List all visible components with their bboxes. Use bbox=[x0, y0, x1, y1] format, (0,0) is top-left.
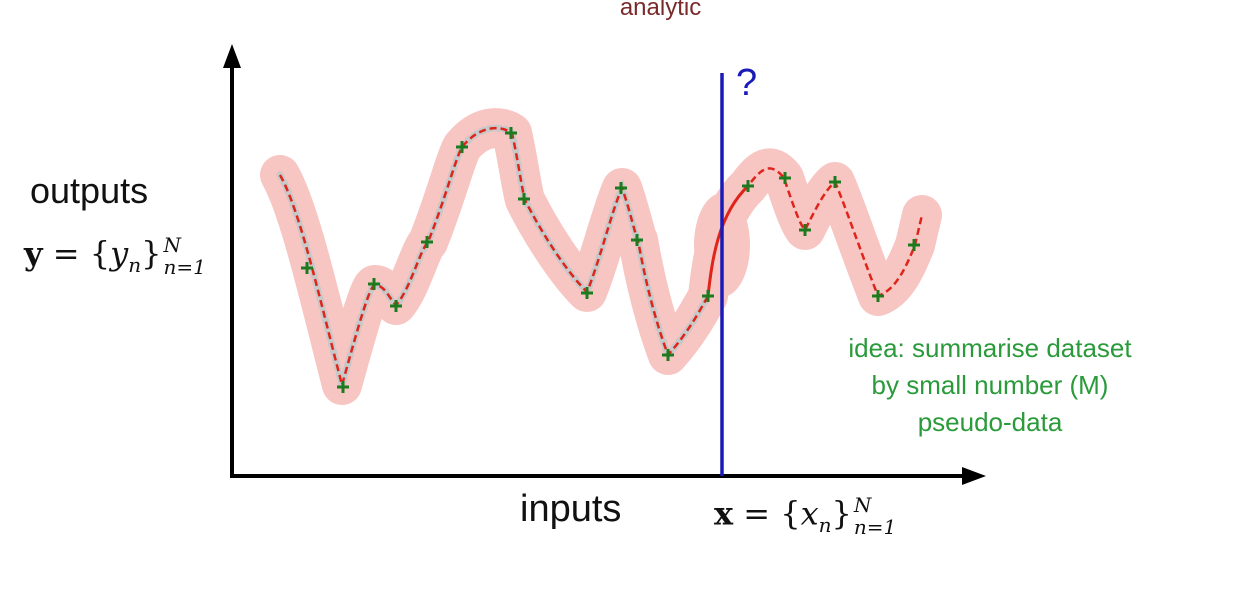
data-point bbox=[337, 381, 349, 393]
data-point bbox=[779, 172, 791, 184]
idea-line-2: by small number (M) bbox=[871, 370, 1109, 400]
mean-curve-solid-segment bbox=[706, 184, 750, 297]
y-axis-arrowhead bbox=[223, 44, 241, 68]
data-point bbox=[456, 141, 468, 153]
data-point bbox=[301, 262, 313, 274]
data-point bbox=[615, 182, 627, 194]
x-var: x bbox=[800, 494, 819, 533]
x-upper-limit: N bbox=[853, 493, 872, 517]
data-point bbox=[631, 234, 643, 246]
x-axis-arrowhead bbox=[962, 467, 986, 485]
idea-line-3: pseudo-data bbox=[917, 407, 1063, 437]
data-point bbox=[662, 349, 674, 361]
data-point bbox=[421, 236, 433, 248]
idea-line-1: idea: summarise dataset bbox=[848, 333, 1132, 363]
x-lower-limit: n=1 bbox=[853, 515, 897, 539]
data-point bbox=[368, 278, 380, 290]
query-mark: ? bbox=[736, 62, 758, 104]
data-point bbox=[872, 290, 884, 302]
y-upper-limit: N bbox=[163, 233, 181, 257]
data-point bbox=[581, 287, 593, 299]
inputs-label: inputs bbox=[520, 488, 622, 530]
idea-note: idea: summarise dataset by small number … bbox=[810, 330, 1170, 441]
data-point bbox=[908, 239, 920, 251]
data-point bbox=[742, 180, 754, 192]
y-symbol: y bbox=[24, 234, 43, 273]
slide-title: analytic bbox=[619, 0, 702, 21]
data-points bbox=[301, 127, 920, 393]
x-equals-open: = { bbox=[733, 494, 801, 533]
y-equals-open: = { bbox=[42, 234, 111, 273]
outputs-label: outputs bbox=[30, 170, 149, 211]
x-subscript: n bbox=[818, 512, 832, 537]
mean-curve bbox=[278, 126, 924, 390]
y-subscript: n bbox=[128, 252, 142, 277]
data-point bbox=[390, 300, 402, 312]
data-point bbox=[505, 127, 517, 139]
y-close-brace: } bbox=[141, 234, 162, 273]
y-lower-limit: n=1 bbox=[163, 255, 206, 279]
x-symbol: x bbox=[714, 494, 734, 533]
x-close-brace: } bbox=[831, 494, 852, 533]
data-point bbox=[518, 193, 530, 205]
data-point bbox=[799, 224, 811, 236]
y-var: y bbox=[110, 234, 129, 273]
data-point bbox=[702, 290, 714, 302]
data-point bbox=[829, 176, 841, 188]
